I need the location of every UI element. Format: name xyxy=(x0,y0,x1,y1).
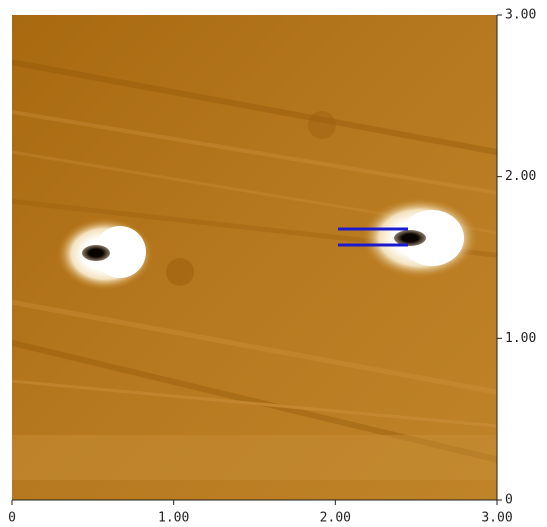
afm-figure: 0 1.00 2.00 3.00 0 1.00 2.00 3.00 xyxy=(0,0,547,527)
x-tick-label: 1.00 xyxy=(158,511,189,526)
x-tick-label: 3.00 xyxy=(481,511,512,526)
y-tick-label: 2.00 xyxy=(505,169,536,184)
x-tick-label: 0 xyxy=(8,511,16,526)
y-tick-label: 3.00 xyxy=(505,8,536,23)
y-tick-label: 0 xyxy=(505,493,513,508)
afm-image xyxy=(0,15,540,500)
x-tick-label: 2.00 xyxy=(320,511,351,526)
y-tick-label: 1.00 xyxy=(505,331,536,346)
